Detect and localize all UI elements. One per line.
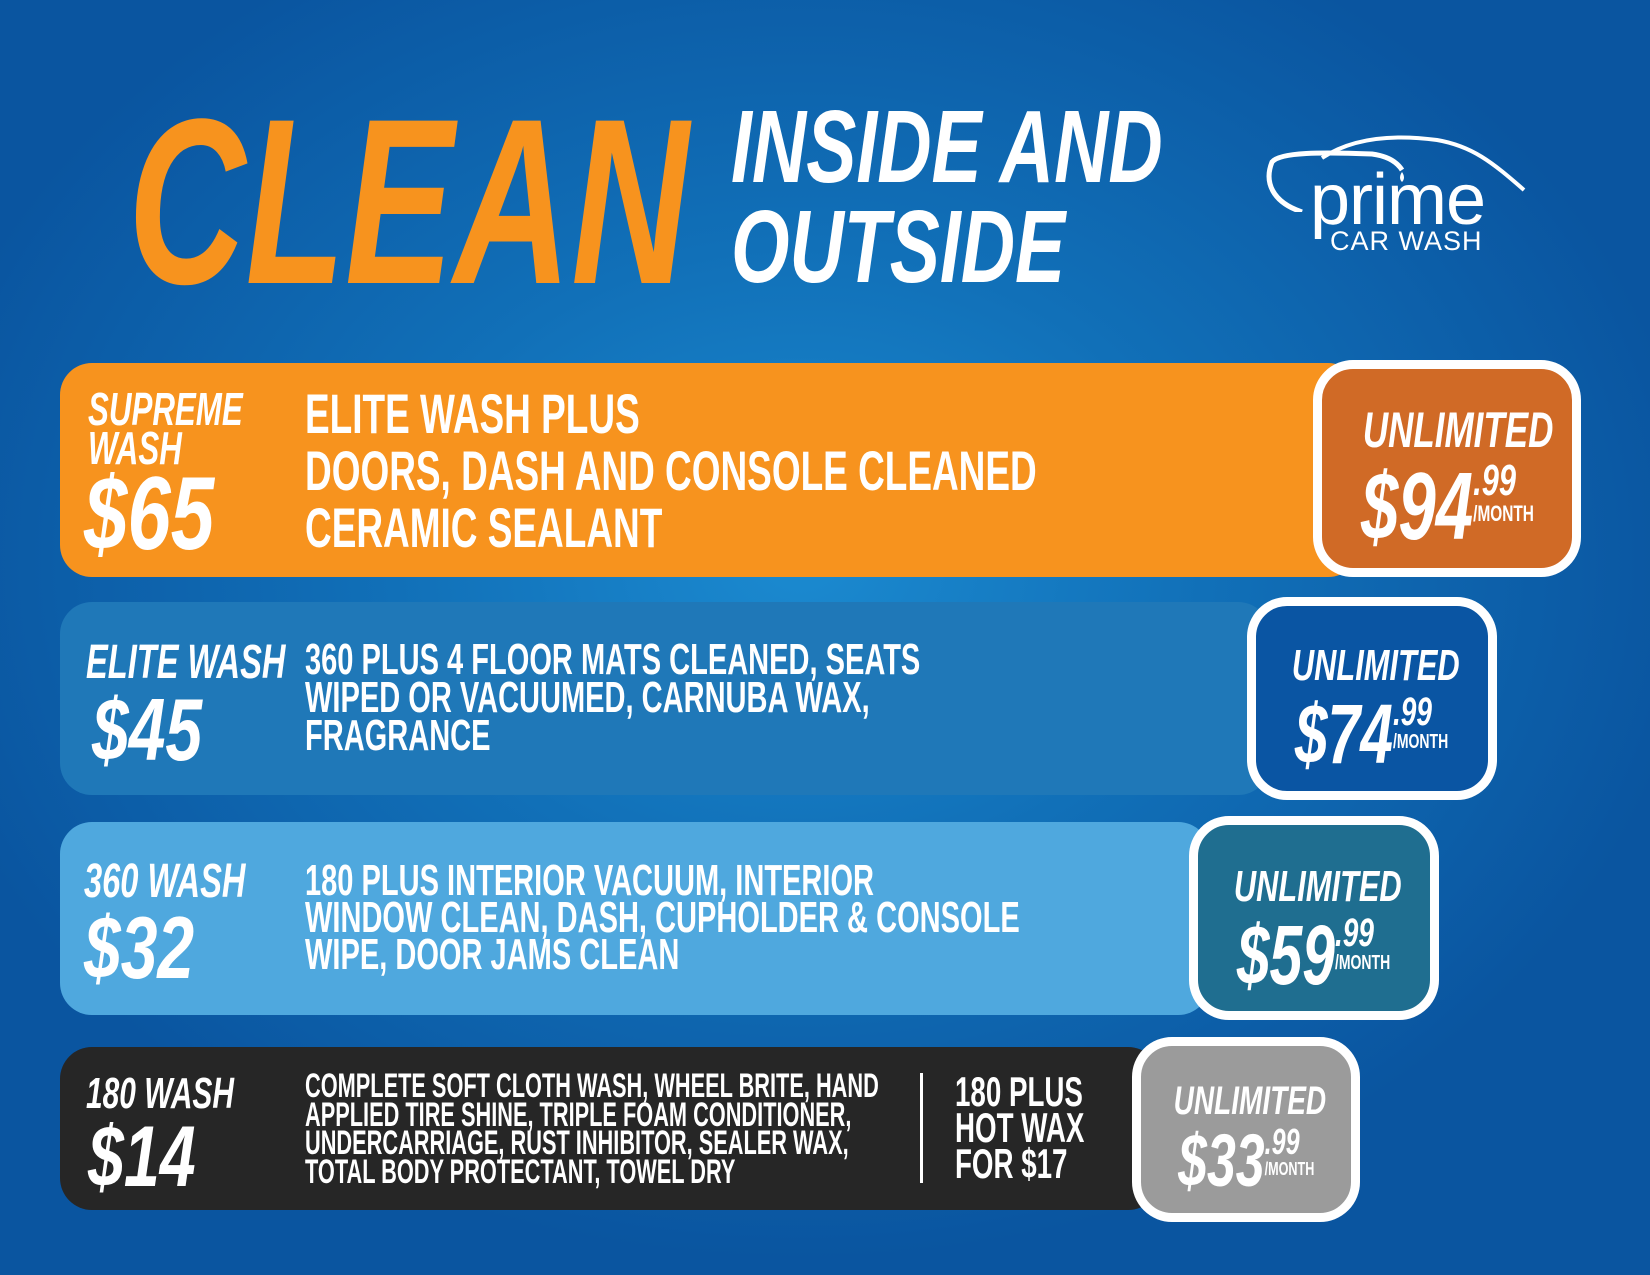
package-name: 360 WASH [84,855,246,908]
package-features: 180 PLUS INTERIOR VACUUM, INTERIOR WINDO… [305,856,1020,979]
subhead-line1: INSIDE AND [731,89,1163,204]
package-row-360 [60,822,1210,1015]
package-features: COMPLETE SOFT CLOTH WASH, WHEEL BRITE, H… [305,1067,879,1191]
package-name: ELITE WASH [86,636,286,689]
unlimited-price: $59.99/MONTH [1237,908,1391,1002]
feature: CERAMIC SEALANT [305,496,663,559]
package-row-elite [60,602,1270,795]
subhead-line2: OUTSIDE [731,189,1066,304]
feature: UNDERCARRIAGE, RUST INHIBITOR, SEALER WA… [305,1124,849,1162]
unlimited-badge[interactable]: UNLIMITED $74.99/MONTH [1247,597,1497,800]
unlimited-label: UNLIMITED [1362,402,1554,458]
feature: FRAGRANCE [305,711,491,760]
feature: WIPE, DOOR JAMS CLEAN [305,930,680,979]
feature: DOORS, DASH AND CONSOLE CLEANED [305,439,1037,502]
package-features: ELITE WASH PLUS DOORS, DASH AND CONSOLE … [305,385,1037,556]
unlimited-badge[interactable]: UNLIMITED $59.99/MONTH [1189,816,1439,1020]
headline: CLEAN [128,70,689,334]
package-features: 360 PLUS 4 FLOOR MATS CLEANED, SEATS WIP… [305,635,921,760]
divider [920,1073,923,1183]
feature: 360 PLUS 4 FLOOR MATS CLEANED, SEATS [305,635,921,684]
unlimited-price: $74.99/MONTH [1295,687,1449,781]
addon-line: 180 PLUS [955,1068,1083,1115]
addon-offer: 180 PLUS HOT WAX FOR $17 [955,1068,1085,1187]
feature: APPLIED TIRE SHINE, TRIPLE FOAM CONDITIO… [305,1095,852,1134]
feature: WIPED OR VACUUMED, CARNUBA WAX, [305,673,870,722]
unlimited-label: UNLIMITED [1233,862,1402,911]
package-row-180 [60,1047,1160,1210]
package-name: WASH [88,422,182,474]
logo-tagline: CAR WASH [1330,226,1483,256]
package-name: 180 WASH [86,1069,234,1118]
unlimited-label: UNLIMITED [1291,641,1460,690]
unlimited-badge[interactable]: UNLIMITED $94.99/MONTH [1313,360,1581,577]
addon-line: HOT WAX [955,1104,1085,1151]
feature: COMPLETE SOFT CLOTH WASH, WHEEL BRITE, H… [305,1067,879,1105]
unlimited-badge[interactable]: UNLIMITED $33.99/MONTH [1132,1037,1360,1222]
feature: TOTAL BODY PROTECTANT, TOWEL DRY [305,1152,736,1191]
package-price: $65 [84,456,215,572]
package-price: $14 [88,1109,196,1205]
package-price: $32 [84,898,195,997]
feature: 180 PLUS INTERIOR VACUUM, INTERIOR [305,856,875,905]
feature: ELITE WASH PLUS [305,382,640,445]
unlimited-label: UNLIMITED [1173,1079,1327,1123]
unlimited-price: $33.99/MONTH [1177,1119,1315,1202]
package-row-supreme [60,363,1360,577]
car-silhouette-icon [1266,135,1526,212]
package-price: $45 [92,680,203,779]
logo-word: prime [1310,160,1486,240]
feature: WINDOW CLEAN, DASH, CUPHOLDER & CONSOLE [305,893,1020,942]
unlimited-price: $94.99/MONTH [1360,453,1534,560]
addon-line: FOR $17 [955,1140,1068,1187]
logo: prime CAR WASH [1262,132,1532,257]
package-name: SUPREME [88,383,243,435]
